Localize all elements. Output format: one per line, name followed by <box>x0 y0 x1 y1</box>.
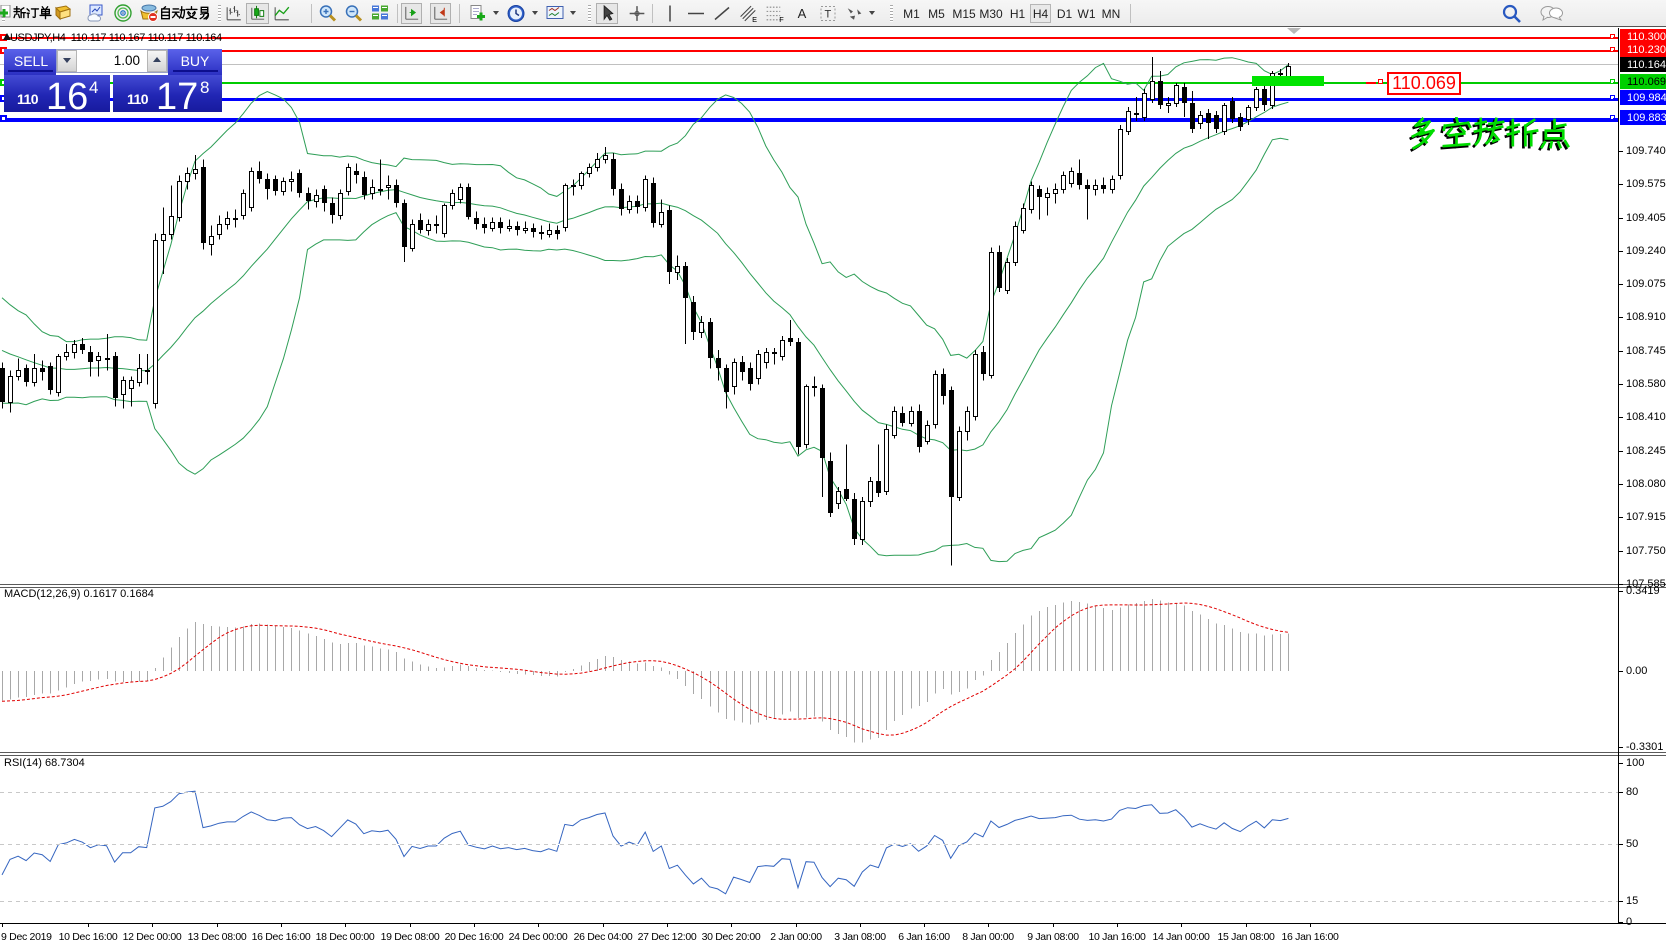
svg-text:T: T <box>825 9 832 21</box>
svg-text:F: F <box>779 15 784 24</box>
svg-text:E: E <box>752 15 757 24</box>
